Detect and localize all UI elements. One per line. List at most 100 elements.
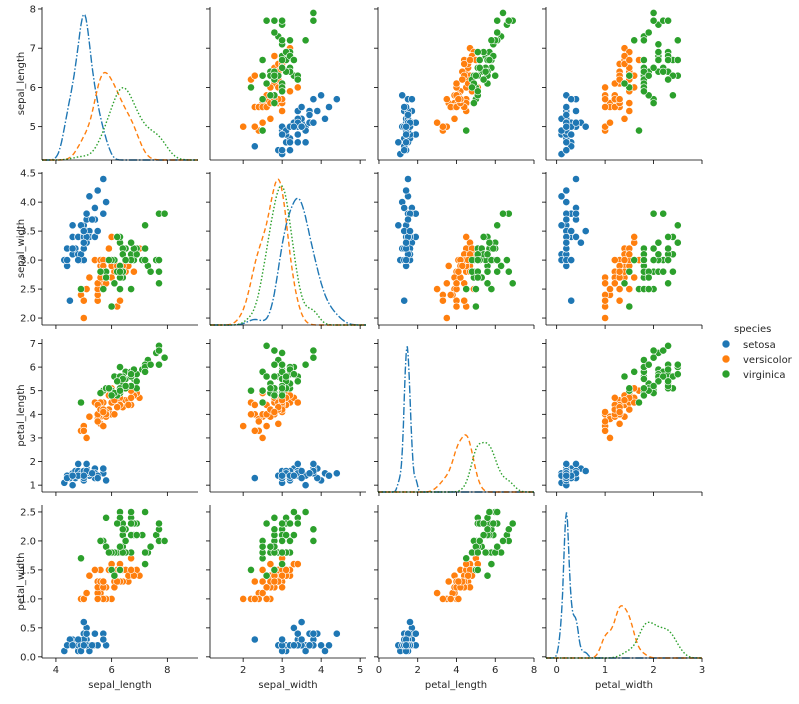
point-versicolor-sepal_width-petal_width-37	[250, 577, 259, 586]
point-virginica-sepal_length-petal_width-29	[141, 560, 149, 568]
point-virginica-petal_length-sepal_width-42	[473, 273, 482, 282]
point-versicolor-petal_length-sepal_width-49	[454, 267, 463, 276]
point-virginica-sepal_width-sepal_length-34	[262, 79, 271, 88]
point-setosa-sepal_width-sepal_length-48	[305, 111, 314, 119]
point-virginica-petal_width-sepal_width-32	[659, 267, 668, 276]
point-setosa-petal_width-sepal_width-23	[577, 238, 585, 247]
point-virginica-sepal_width-petal_width-39	[282, 531, 290, 539]
point-versicolor-petal_width-sepal_width-10	[601, 314, 609, 322]
point-virginica-sepal_length-petal_length-46	[116, 386, 124, 395]
legend-marker-virginica	[721, 369, 731, 379]
point-virginica-sepal_width-sepal_length-22	[270, 16, 279, 25]
point-versicolor-petal_width-sepal_width-42	[610, 279, 619, 288]
point-virginica-petal_length-sepal_length-44	[485, 56, 494, 64]
point-setosa-sepal_width-sepal_length-38	[278, 146, 286, 155]
legend-entry-setosa: setosa	[721, 339, 776, 351]
point-setosa-sepal_length-petal_length-49	[79, 471, 88, 480]
point-virginica-petal_width-sepal_length-21	[649, 99, 658, 107]
x-axis-title-petal_length: petal_length	[425, 680, 487, 691]
point-virginica-petal_width-sepal_width-34	[620, 279, 629, 288]
point-virginica-sepal_width-sepal_length-30	[270, 28, 279, 37]
x-tick-label-sepal_length: 6	[108, 665, 114, 676]
point-setosa-petal_length-sepal_width-33	[402, 186, 410, 195]
point-virginica-petal_length-sepal_width-8	[487, 285, 496, 293]
point-versicolor-sepal_width-petal_width-22	[258, 566, 267, 574]
point-virginica-sepal_length-sepal_width-6	[77, 285, 85, 293]
x-tick-label-sepal_length: 4	[53, 665, 59, 676]
point-virginica-petal_length-sepal_length-21	[469, 99, 478, 107]
point-setosa-sepal_length-petal_length-18	[99, 464, 108, 473]
y-tick-label-petal_length: 6	[30, 363, 36, 374]
point-setosa-petal_width-sepal_length-42	[562, 146, 571, 155]
point-virginica-petal_length-petal_width-39	[479, 531, 488, 539]
legend: species setosa versicolor virginica	[721, 324, 793, 381]
point-virginica-sepal_length-petal_length-22	[155, 346, 163, 355]
point-virginica-sepal_width-petal_length-42	[266, 384, 275, 393]
point-versicolor-sepal_length-petal_length-21	[110, 410, 119, 419]
point-virginica-sepal_length-petal_width-32	[118, 525, 127, 534]
point-versicolor-sepal_length-petal_length-47	[113, 403, 122, 412]
panel-petal_width-vs-petal_width: 0 1 2 3 petal_width	[542, 505, 705, 691]
point-virginica-petal_width-sepal_length-35	[664, 16, 672, 25]
point-virginica-sepal_length-petal_width-14	[102, 513, 110, 522]
point-virginica-sepal_width-petal_width-43	[286, 519, 294, 528]
point-virginica-petal_width-petal_length-34	[620, 372, 629, 381]
point-virginica-sepal_width-sepal_length-42	[266, 91, 275, 100]
point-virginica-petal_width-sepal_length-39	[654, 48, 663, 56]
point-setosa-petal_width-sepal_length-36	[562, 103, 571, 111]
point-virginica-petal_length-petal_width-32	[483, 525, 492, 534]
point-virginica-sepal_length-petal_width-48	[113, 519, 122, 528]
point-setosa-petal_length-sepal_length-18	[407, 95, 416, 104]
point-setosa-sepal_width-petal_width-44	[309, 629, 318, 638]
point-virginica-sepal_length-petal_width-6	[77, 554, 85, 563]
point-virginica-sepal_length-sepal_width-35	[155, 256, 163, 264]
point-versicolor-petal_length-sepal_length-47	[458, 75, 467, 84]
point-virginica-petal_width-petal_length-6	[635, 398, 643, 407]
point-versicolor-petal_width-sepal_length-9	[620, 114, 629, 123]
point-setosa-sepal_width-petal_length-48	[305, 469, 314, 478]
point-versicolor-sepal_width-petal_width-43	[250, 595, 259, 603]
point-setosa-petal_width-sepal_length-49	[562, 122, 571, 131]
y-tick-label-sepal_length: 8	[30, 4, 36, 15]
y-tick-label-petal_length: 4	[30, 410, 36, 421]
point-virginica-sepal_width-petal_width-45	[278, 519, 286, 528]
y-axis-title-petal_length: petal_length	[16, 384, 27, 446]
point-versicolor-petal_width-sepal_width-35	[630, 232, 639, 241]
point-virginica-sepal_width-petal_width-34	[262, 571, 271, 580]
point-setosa-petal_length-sepal_width-22	[394, 221, 403, 230]
point-virginica-petal_length-sepal_length-22	[504, 16, 513, 25]
y-axis-title-sepal_length: sepal_length	[16, 52, 27, 116]
point-versicolor-sepal_length-petal_length-25	[124, 400, 133, 409]
point-setosa-petal_width-sepal_width-48	[562, 215, 571, 224]
point-versicolor-petal_length-sepal_length-21	[452, 79, 461, 88]
point-virginica-petal_width-petal_length-30	[644, 360, 653, 369]
point-setosa-sepal_width-sepal_length-16	[313, 107, 322, 115]
point-virginica-petal_width-sepal_length-2	[654, 40, 663, 49]
point-virginica-petal_width-sepal_width-45	[664, 256, 672, 264]
point-virginica-petal_width-sepal_width-47	[649, 256, 658, 264]
point-virginica-petal_width-sepal_length-34	[620, 79, 629, 88]
point-virginica-petal_width-sepal_length-33	[625, 71, 634, 80]
point-versicolor-sepal_width-petal_length-31	[254, 417, 263, 426]
point-setosa-sepal_length-sepal_width-48	[88, 215, 96, 224]
point-setosa-petal_width-sepal_length-44	[572, 118, 580, 127]
point-setosa-sepal_width-petal_length-24	[293, 459, 302, 468]
point-virginica-sepal_width-petal_width-47	[278, 537, 286, 545]
point-virginica-petal_width-sepal_length-45	[664, 56, 672, 64]
point-setosa-petal_width-petal_length-44	[572, 459, 580, 468]
point-setosa-sepal_width-sepal_length-49	[289, 122, 298, 131]
point-setosa-sepal_width-sepal_length-33	[325, 103, 333, 111]
point-setosa-sepal_width-sepal_length-42	[286, 146, 294, 155]
point-virginica-sepal_length-sepal_width-8	[127, 285, 136, 293]
point-versicolor-sepal_width-petal_length-10	[239, 422, 248, 430]
point-virginica-petal_width-sepal_length-47	[649, 63, 658, 72]
point-setosa-sepal_width-sepal_length-32	[321, 114, 329, 123]
point-virginica-sepal_width-petal_length-40	[282, 372, 290, 381]
point-setosa-sepal_width-petal_width-37	[301, 647, 310, 655]
point-versicolor-petal_length-sepal_width-42	[452, 279, 461, 288]
point-setosa-sepal_length-sepal_width-38	[63, 256, 71, 264]
point-versicolor-sepal_width-petal_length-43	[250, 426, 259, 435]
point-virginica-petal_width-petal_length-18	[664, 341, 672, 350]
point-setosa-sepal_width-petal_width-43	[297, 618, 306, 626]
x-tick-label-petal_length: 8	[531, 665, 537, 676]
